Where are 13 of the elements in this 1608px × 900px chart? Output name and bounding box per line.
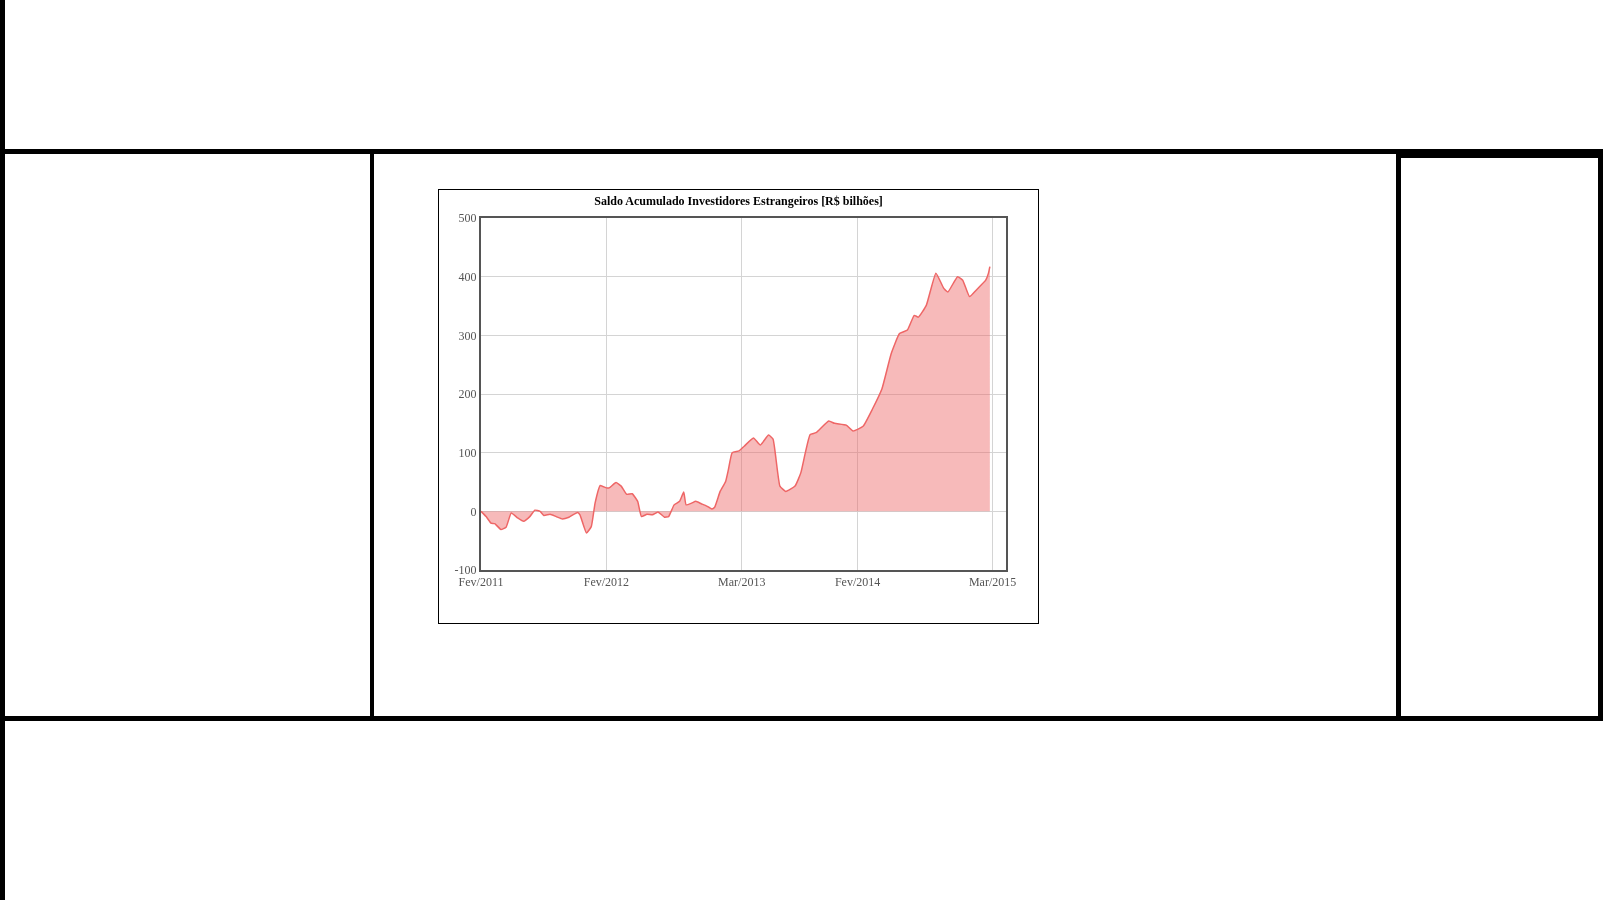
y-tick-label: 200	[458, 387, 477, 402]
x-tick-label: Fev/2014	[834, 575, 881, 590]
x-tick-label: Fev/2011	[458, 575, 504, 590]
x-tick-label: Fev/2012	[583, 575, 630, 590]
y-tick-label: 500	[458, 211, 477, 226]
y-tick-label: 400	[458, 269, 477, 284]
y-tick-label: 300	[458, 328, 477, 343]
y-tick-label: -100	[454, 563, 477, 578]
y-tick-label: 0	[470, 504, 477, 519]
x-tick-label: Mar/2013	[718, 575, 766, 590]
y-tick-label: 100	[458, 445, 477, 460]
chart-title: Saldo Acumulado Investidores Estrangeiros [R$ bilhões]	[594, 193, 883, 208]
x-tick-label: Mar/2015	[968, 575, 1017, 590]
